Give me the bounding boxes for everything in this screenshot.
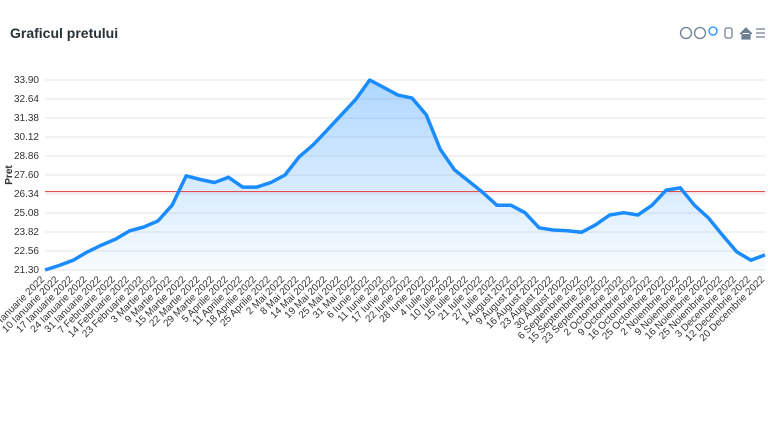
- line: [44, 78, 766, 272]
- y-tick-label: 30.12: [14, 132, 39, 143]
- y-tick-label: 23.82: [14, 227, 39, 238]
- area: [45, 80, 765, 270]
- chart-title: Graficul pretului: [10, 25, 118, 41]
- y-tick-label: 27.60: [14, 170, 39, 181]
- y-tick-label: 22.56: [14, 246, 39, 257]
- menu[interactable]: [756, 28, 765, 38]
- zoom-out[interactable]: [693, 26, 707, 40]
- y-tick-label: 32.64: [14, 94, 39, 105]
- pan[interactable]: [724, 27, 733, 39]
- y-tick-label: 25.08: [14, 208, 39, 219]
- y-tick-label: 28.86: [14, 151, 39, 162]
- y-tick-label: 26.34: [14, 189, 39, 200]
- reset[interactable]: [739, 27, 753, 40]
- toolbar: [679, 26, 765, 40]
- zoom-in[interactable]: [679, 26, 693, 40]
- y-tick-label: 31.38: [14, 113, 39, 124]
- zoom[interactable]: [708, 26, 718, 36]
- y-axis-title: Pret: [4, 165, 15, 185]
- y-tick-label: 21.30: [14, 265, 39, 276]
- y-tick-label: 33.90: [14, 75, 39, 86]
